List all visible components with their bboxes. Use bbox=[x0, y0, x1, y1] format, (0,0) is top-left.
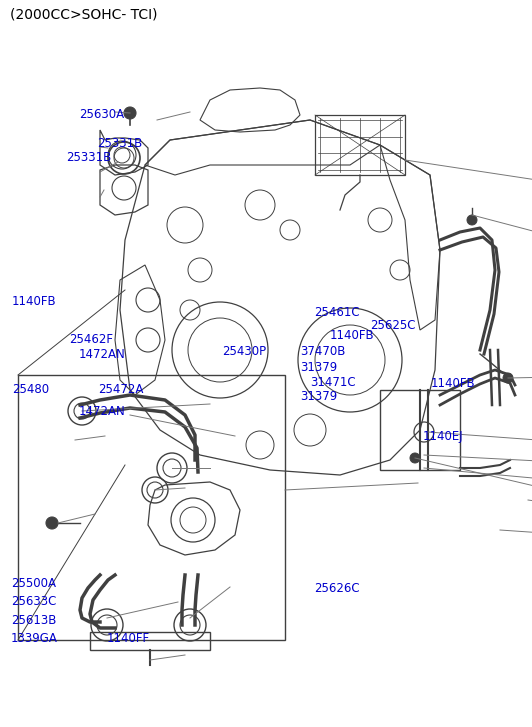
Text: (2000CC>SOHC- TCI): (2000CC>SOHC- TCI) bbox=[10, 8, 157, 22]
Circle shape bbox=[410, 453, 420, 463]
Text: 31379: 31379 bbox=[301, 390, 338, 403]
Text: 1339GA: 1339GA bbox=[11, 632, 57, 645]
Text: 25626C: 25626C bbox=[314, 582, 360, 595]
Text: 25625C: 25625C bbox=[370, 319, 415, 332]
Text: 25633C: 25633C bbox=[11, 595, 56, 608]
Text: 25472A: 25472A bbox=[98, 383, 144, 396]
Text: 25500A: 25500A bbox=[11, 577, 56, 590]
Circle shape bbox=[46, 517, 58, 529]
Text: 1140EJ: 1140EJ bbox=[423, 430, 463, 443]
Text: 25430P: 25430P bbox=[222, 345, 267, 358]
Bar bbox=[315, 115, 405, 175]
Text: 1140FB: 1140FB bbox=[330, 329, 375, 342]
Bar bbox=[18, 375, 285, 640]
Circle shape bbox=[467, 215, 477, 225]
Text: 1472AN: 1472AN bbox=[79, 405, 126, 418]
Bar bbox=[380, 390, 460, 470]
Text: 25630A: 25630A bbox=[79, 108, 124, 121]
Text: 25480: 25480 bbox=[12, 383, 49, 396]
Text: 1140FB: 1140FB bbox=[12, 295, 56, 308]
Circle shape bbox=[503, 373, 513, 383]
Text: 25331B: 25331B bbox=[66, 151, 112, 164]
Text: 25461C: 25461C bbox=[314, 306, 360, 319]
Circle shape bbox=[124, 107, 136, 119]
Bar bbox=[90, 632, 210, 650]
Text: 25331B: 25331B bbox=[97, 137, 142, 150]
Text: 1140FF: 1140FF bbox=[106, 632, 149, 645]
Text: 1472AN: 1472AN bbox=[79, 348, 126, 361]
Text: 31471C: 31471C bbox=[310, 376, 356, 389]
Text: 31379: 31379 bbox=[301, 361, 338, 374]
Text: 1140FB: 1140FB bbox=[431, 377, 476, 390]
Text: 25613B: 25613B bbox=[11, 614, 56, 627]
Text: 25462F: 25462F bbox=[69, 333, 113, 346]
Text: 37470B: 37470B bbox=[301, 345, 346, 358]
